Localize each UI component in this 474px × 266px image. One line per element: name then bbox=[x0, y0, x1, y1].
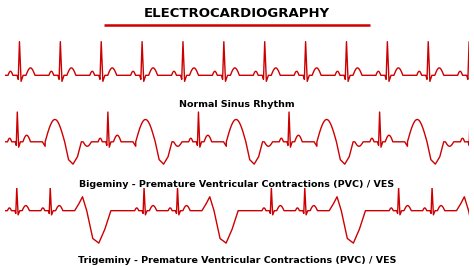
Text: Normal Sinus Rhythm: Normal Sinus Rhythm bbox=[179, 100, 295, 109]
Text: Trigeminy - Premature Ventricular Contractions (PVC) / VES: Trigeminy - Premature Ventricular Contra… bbox=[78, 256, 396, 265]
Text: Bigeminy - Premature Ventricular Contractions (PVC) / VES: Bigeminy - Premature Ventricular Contrac… bbox=[80, 180, 394, 189]
Text: ELECTROCARDIOGRAPHY: ELECTROCARDIOGRAPHY bbox=[144, 7, 330, 20]
